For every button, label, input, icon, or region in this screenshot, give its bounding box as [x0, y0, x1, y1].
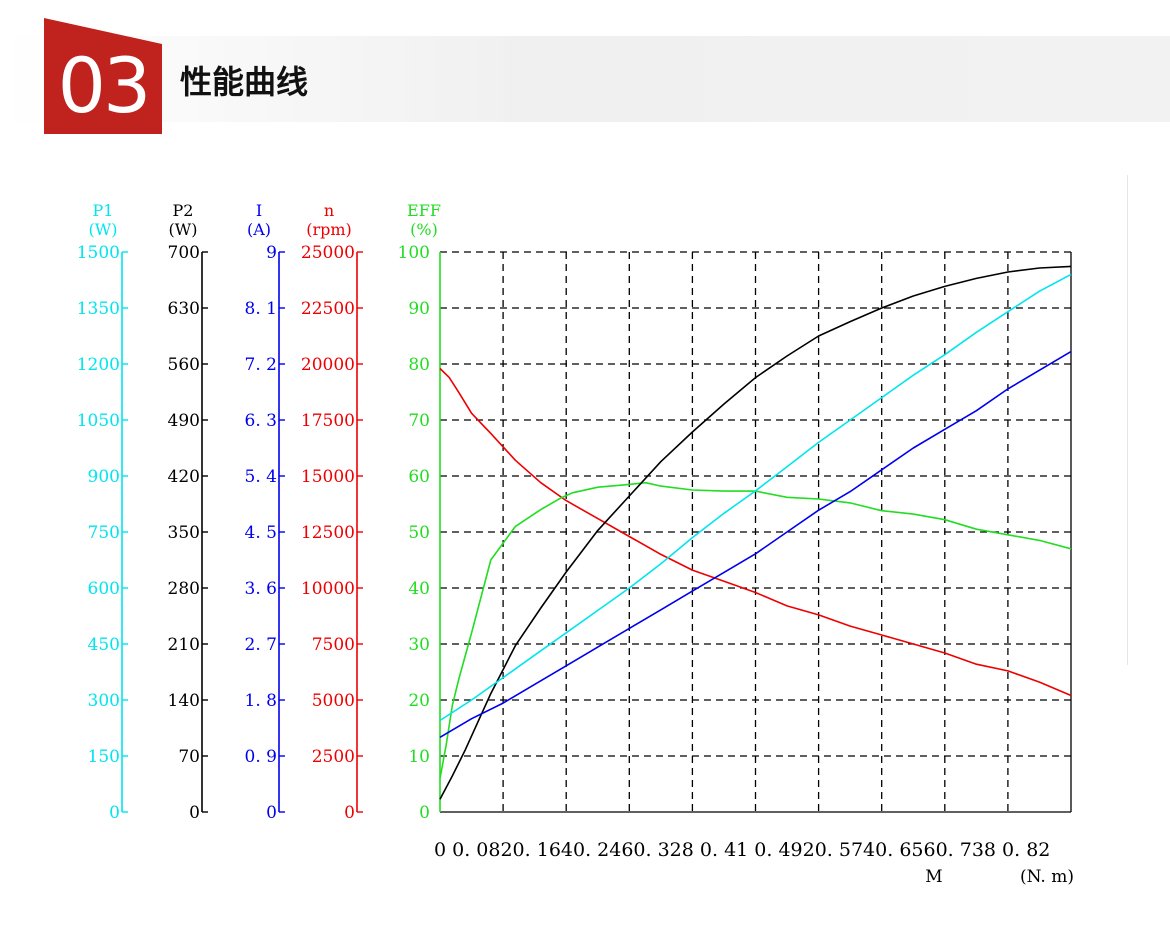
- y-tick-label: 2500: [312, 747, 355, 767]
- y-tick-label: 280: [168, 579, 200, 599]
- y-tick-label: 750: [88, 523, 120, 543]
- y-tick-label: 20: [408, 691, 430, 711]
- y-tick-label: 80: [408, 355, 430, 375]
- axis-unit: (A): [247, 220, 271, 239]
- series-line-p2: [439, 265, 1072, 800]
- y-tick-label: 7500: [312, 635, 355, 655]
- x-tick-labels: 0 0. 0820. 1640. 2460. 328 0. 41 0. 4920…: [434, 839, 1050, 861]
- axis-unit: (W): [169, 220, 198, 239]
- y-tick-label: 4. 5: [245, 523, 277, 543]
- axis-unit: (W): [89, 220, 118, 239]
- y-tick-label: 210: [168, 635, 200, 655]
- series-line-p1: [439, 273, 1072, 722]
- y-tick-label: 8. 1: [245, 299, 277, 319]
- axis-name: EFF: [407, 201, 441, 220]
- y-tick-label: 70: [408, 411, 430, 431]
- y-tick-label: 490: [168, 411, 200, 431]
- y-tick-label: 0: [344, 803, 355, 823]
- series-line-i: [439, 350, 1072, 738]
- y-tick-label: 7. 2: [245, 355, 277, 375]
- divider: [1127, 175, 1128, 665]
- y-tick-label: 3. 6: [245, 579, 277, 599]
- y-tick-label: 1350: [77, 299, 120, 319]
- y-tick-label: 100: [398, 243, 430, 263]
- axis-name: I: [256, 201, 262, 220]
- y-tick-label: 630: [168, 299, 200, 319]
- badge-shape: [44, 18, 162, 134]
- series-line-n: [439, 367, 1072, 697]
- y-tick-label: 1. 8: [245, 691, 277, 711]
- y-tick-label: 10: [408, 747, 430, 767]
- y-tick-label: 0: [266, 803, 277, 823]
- y-tick-label: 0: [189, 803, 200, 823]
- y-tick-label: 1200: [77, 355, 120, 375]
- y-tick-label: 900: [88, 467, 120, 487]
- y-tick-label: 17500: [301, 411, 355, 431]
- y-tick-label: 10000: [301, 579, 355, 599]
- axis-name: P2: [173, 201, 194, 220]
- y-tick-label: 90: [408, 299, 430, 319]
- y-tick-label: 9: [266, 243, 277, 263]
- y-tick-label: 0: [109, 803, 120, 823]
- y-tick-label: 140: [168, 691, 200, 711]
- axis-unit: (rpm): [306, 220, 352, 239]
- x-axis-unit: (N. m): [1020, 867, 1074, 887]
- y-tick-label: 15000: [301, 467, 355, 487]
- section-title: 性能曲线: [180, 63, 309, 101]
- y-tick-label: 1050: [77, 411, 120, 431]
- y-tick-label: 40: [408, 579, 430, 599]
- y-tick-label: 12500: [301, 523, 355, 543]
- axis-unit: (%): [410, 220, 438, 239]
- header-band: [0, 36, 1170, 122]
- series-line-eff: [439, 481, 1072, 779]
- y-tick-label: 6. 3: [245, 411, 277, 431]
- y-tick-label: 20000: [301, 355, 355, 375]
- x-axis-label: M: [925, 867, 942, 887]
- y-tick-label: 450: [88, 635, 120, 655]
- axis-name: P1: [93, 201, 114, 220]
- y-tick-label: 70: [178, 747, 200, 767]
- y-tick-label: 700: [168, 243, 200, 263]
- y-tick-label: 300: [88, 691, 120, 711]
- y-tick-label: 150: [88, 747, 120, 767]
- y-tick-label: 0. 9: [245, 747, 277, 767]
- y-tick-label: 560: [168, 355, 200, 375]
- y-tick-label: 5. 4: [245, 467, 277, 487]
- y-tick-label: 60: [408, 467, 430, 487]
- y-tick-label: 0: [419, 803, 430, 823]
- y-tick-label: 30: [408, 635, 430, 655]
- y-tick-label: 350: [168, 523, 200, 543]
- axis-name: n: [324, 201, 334, 220]
- section-number: 03: [57, 41, 152, 130]
- y-tick-label: 1500: [77, 243, 120, 263]
- y-tick-label: 50: [408, 523, 430, 543]
- y-tick-label: 600: [88, 579, 120, 599]
- y-tick-label: 420: [168, 467, 200, 487]
- section-number-badge: 03: [44, 18, 162, 134]
- y-tick-label: 25000: [301, 243, 355, 263]
- y-tick-label: 5000: [312, 691, 355, 711]
- y-tick-label: 2. 7: [245, 635, 277, 655]
- y-tick-label: 22500: [301, 299, 355, 319]
